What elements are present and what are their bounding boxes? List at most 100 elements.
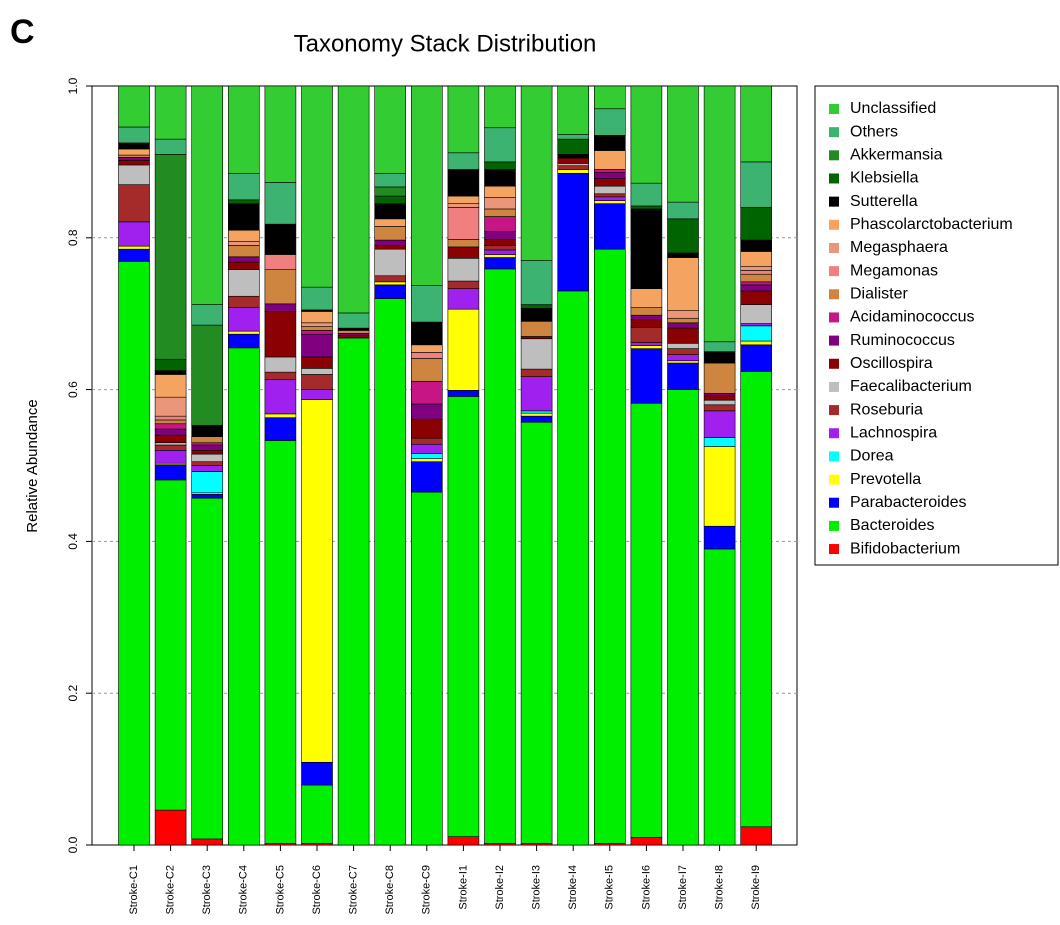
legend-label: Parabacteroides bbox=[850, 494, 967, 511]
legend-swatch bbox=[829, 405, 839, 416]
bar-segment bbox=[154, 138, 187, 155]
bar-segment bbox=[667, 252, 699, 258]
bar-segment bbox=[667, 317, 699, 324]
bar-segment bbox=[228, 203, 260, 231]
x-tick-label: Stroke-C5 bbox=[274, 865, 286, 915]
bar-segment bbox=[264, 223, 297, 255]
bar-segment bbox=[154, 809, 187, 846]
bar-segment bbox=[118, 85, 150, 128]
bar-segment bbox=[557, 172, 590, 292]
bar-segment bbox=[593, 169, 626, 173]
bar-segment bbox=[630, 288, 663, 308]
bar-segment bbox=[630, 208, 663, 289]
bar-segment bbox=[228, 307, 260, 332]
bar-segment bbox=[154, 434, 187, 444]
legend-label: Akkermansia bbox=[850, 147, 943, 164]
legend-box bbox=[814, 85, 1059, 566]
bar-segment bbox=[410, 453, 443, 459]
chart-title: Taxonomy Stack Distribution bbox=[294, 30, 597, 57]
bar-segment bbox=[410, 437, 443, 445]
legend-swatch bbox=[829, 428, 839, 439]
bar-segment bbox=[191, 304, 223, 326]
bar-segment bbox=[630, 348, 663, 404]
bar-segment bbox=[740, 290, 773, 305]
bar-segment bbox=[740, 340, 773, 346]
legend-swatch bbox=[829, 150, 839, 161]
bar-segment bbox=[447, 207, 480, 240]
bar-segment bbox=[593, 196, 626, 201]
bar-segment bbox=[301, 356, 333, 369]
bar-segment bbox=[301, 322, 333, 327]
legend-swatch bbox=[829, 127, 839, 138]
bar-segment bbox=[484, 127, 516, 163]
bar-segment bbox=[301, 761, 333, 786]
bar-segment bbox=[520, 338, 553, 370]
bar-segment bbox=[447, 246, 480, 259]
bar-segment bbox=[301, 333, 333, 358]
bar-segment bbox=[447, 257, 480, 282]
bar-segment bbox=[557, 163, 590, 166]
bar-segment bbox=[228, 229, 260, 242]
bar-segment bbox=[447, 195, 480, 204]
bar-segment bbox=[301, 330, 333, 335]
bar-segment bbox=[520, 308, 553, 322]
bar-segment bbox=[301, 286, 333, 311]
x-tick-label: Stroke-C7 bbox=[348, 865, 360, 915]
bar-segment bbox=[593, 108, 626, 136]
bar-segment bbox=[740, 266, 773, 271]
bar-segment bbox=[667, 354, 699, 362]
bar-segment bbox=[191, 465, 223, 472]
bar-segment bbox=[191, 453, 223, 463]
bar-segment bbox=[667, 201, 699, 220]
bar-segment bbox=[630, 314, 663, 321]
bar-segment bbox=[630, 345, 663, 349]
bar-segment bbox=[630, 327, 663, 343]
bar-segment bbox=[191, 461, 223, 466]
bar-segment bbox=[228, 256, 260, 263]
bar-segment bbox=[740, 273, 773, 283]
legend-label: Megamonas bbox=[850, 262, 938, 279]
bar-segment bbox=[484, 169, 516, 187]
bar-segment bbox=[667, 343, 699, 349]
bar-segment bbox=[118, 160, 150, 166]
legend-label: Others bbox=[850, 123, 898, 140]
bar-segment bbox=[630, 837, 663, 846]
bar-segment bbox=[374, 245, 407, 250]
bar-segment bbox=[191, 497, 223, 840]
bar-segment bbox=[410, 491, 443, 846]
legend-label: Klebsiella bbox=[850, 170, 919, 187]
legend-label: Bifidobacterium bbox=[850, 540, 960, 557]
bar-segment bbox=[337, 327, 370, 331]
bar-segment bbox=[118, 157, 150, 161]
bar-segment bbox=[264, 440, 297, 844]
y-tick-label: 0.4 bbox=[66, 533, 80, 550]
x-tick-label: Stroke-I6 bbox=[640, 865, 652, 910]
bar-segment bbox=[264, 85, 297, 183]
bar-segment bbox=[374, 218, 407, 227]
y-axis-label: Relative Abundance bbox=[24, 399, 41, 532]
bar-segment bbox=[703, 399, 736, 406]
bar-segment bbox=[484, 268, 516, 844]
legend-label: Acidaminococcus bbox=[850, 309, 975, 326]
x-tick-label: Stroke-I3 bbox=[531, 865, 543, 910]
bar-segment bbox=[337, 330, 370, 334]
bar-segment bbox=[667, 327, 699, 344]
bar-segment bbox=[484, 197, 516, 210]
legend-label: Dialister bbox=[850, 285, 908, 302]
bar-segment bbox=[154, 444, 187, 451]
bar-segment bbox=[447, 288, 480, 310]
bar-segment bbox=[374, 239, 407, 246]
bar-segment bbox=[740, 161, 773, 208]
bar-segment bbox=[301, 311, 333, 324]
bar-segment bbox=[228, 269, 260, 297]
bar-segment bbox=[593, 200, 626, 204]
bar-segment bbox=[410, 458, 443, 463]
bar-segment bbox=[520, 412, 553, 417]
legend-swatch bbox=[829, 219, 839, 230]
bar-segment bbox=[447, 152, 480, 170]
bar-segment bbox=[301, 784, 333, 844]
bar-segment bbox=[337, 337, 370, 846]
bar-segment bbox=[374, 203, 407, 220]
bar-segment bbox=[228, 85, 260, 174]
